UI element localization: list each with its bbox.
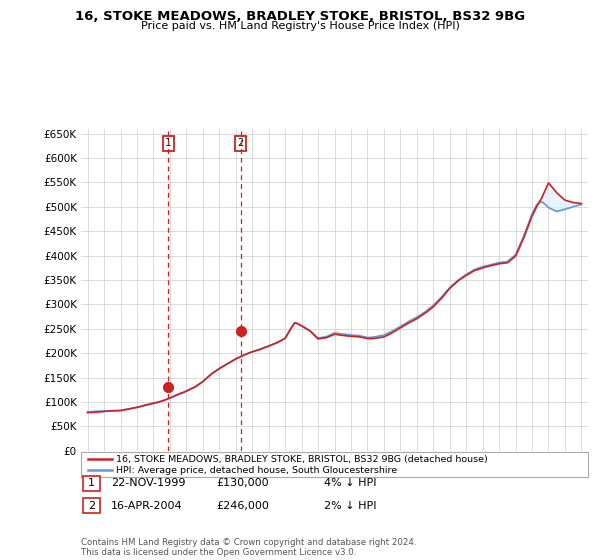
Text: 16, STOKE MEADOWS, BRADLEY STOKE, BRISTOL, BS32 9BG: 16, STOKE MEADOWS, BRADLEY STOKE, BRISTO… (75, 10, 525, 23)
Text: HPI: Average price, detached house, South Gloucestershire: HPI: Average price, detached house, Sout… (116, 466, 397, 475)
Text: 4% ↓ HPI: 4% ↓ HPI (324, 478, 377, 488)
Text: Contains HM Land Registry data © Crown copyright and database right 2024.
This d: Contains HM Land Registry data © Crown c… (81, 538, 416, 557)
Text: Price paid vs. HM Land Registry's House Price Index (HPI): Price paid vs. HM Land Registry's House … (140, 21, 460, 31)
Text: 1: 1 (165, 138, 172, 148)
Text: 16-APR-2004: 16-APR-2004 (111, 501, 182, 511)
Text: 22-NOV-1999: 22-NOV-1999 (111, 478, 185, 488)
Text: 16, STOKE MEADOWS, BRADLEY STOKE, BRISTOL, BS32 9BG (detached house): 16, STOKE MEADOWS, BRADLEY STOKE, BRISTO… (116, 455, 488, 464)
Text: 1: 1 (88, 478, 95, 488)
Text: 2% ↓ HPI: 2% ↓ HPI (324, 501, 377, 511)
Text: £246,000: £246,000 (216, 501, 269, 511)
Text: 2: 2 (88, 501, 95, 511)
Text: £130,000: £130,000 (216, 478, 269, 488)
Text: 2: 2 (238, 138, 244, 148)
